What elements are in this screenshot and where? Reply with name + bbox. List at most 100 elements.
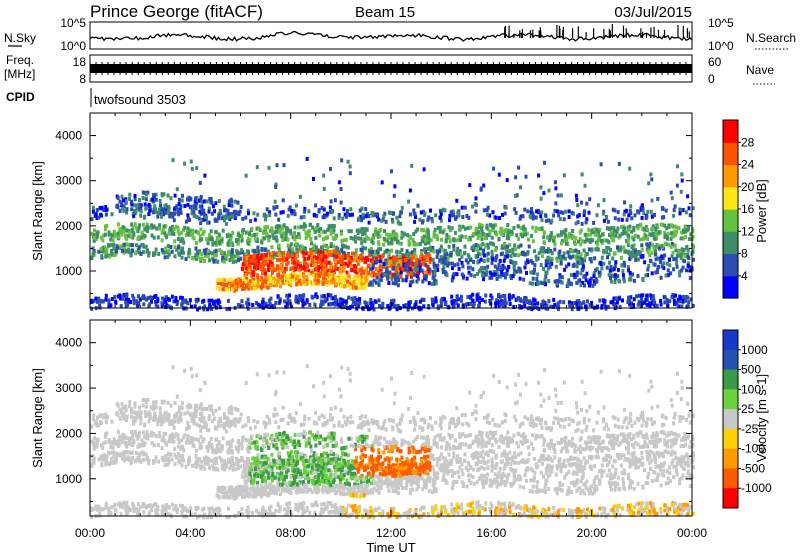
power-cell bbox=[298, 297, 301, 301]
velocity-cell bbox=[501, 436, 504, 440]
power-cell bbox=[423, 228, 426, 232]
power-cell bbox=[322, 282, 325, 286]
power-cell bbox=[129, 300, 132, 304]
power-cell bbox=[210, 201, 213, 205]
power-cell bbox=[219, 305, 222, 309]
power-cell bbox=[533, 249, 536, 253]
power-cell bbox=[334, 250, 337, 254]
power-cell bbox=[322, 237, 325, 241]
power-cell bbox=[561, 281, 564, 285]
power-cell bbox=[392, 281, 395, 285]
velocity-cell bbox=[506, 431, 509, 435]
power-cell bbox=[388, 307, 391, 311]
power-cell bbox=[432, 303, 435, 307]
power-cell bbox=[545, 219, 548, 223]
power-cell bbox=[319, 250, 322, 254]
power-cell bbox=[427, 241, 430, 245]
power-cell bbox=[146, 248, 149, 252]
power-cell bbox=[285, 281, 288, 285]
power-cell bbox=[586, 252, 589, 256]
power-cell bbox=[448, 218, 451, 222]
power-cell bbox=[393, 304, 396, 308]
power-cell bbox=[553, 303, 556, 307]
velocity-cell bbox=[385, 440, 388, 444]
power-cell bbox=[211, 251, 214, 255]
power-cell bbox=[688, 237, 691, 241]
power-cell bbox=[414, 267, 417, 271]
power-cell bbox=[472, 260, 475, 264]
power-cell bbox=[495, 254, 498, 258]
power-cell bbox=[547, 256, 550, 260]
velocity-cell bbox=[202, 439, 205, 443]
velocity-cell bbox=[623, 435, 626, 439]
power-cell bbox=[635, 294, 638, 298]
power-cell bbox=[105, 224, 108, 228]
power-cell bbox=[302, 303, 305, 307]
power-cell bbox=[519, 297, 522, 301]
power-cell bbox=[658, 230, 661, 234]
power-cell bbox=[518, 267, 521, 271]
power-cell bbox=[230, 237, 233, 241]
power-cell bbox=[519, 185, 522, 189]
power-cell bbox=[140, 243, 143, 247]
power-cell bbox=[369, 267, 372, 271]
power-cell bbox=[142, 191, 145, 195]
power-cell bbox=[543, 241, 546, 245]
power-cell bbox=[279, 300, 282, 304]
power-cell bbox=[563, 231, 566, 235]
power-cell bbox=[371, 303, 374, 307]
power-cell bbox=[381, 180, 384, 184]
power-cell bbox=[354, 270, 357, 274]
power-cell bbox=[627, 239, 630, 243]
power-cell bbox=[524, 265, 527, 269]
power-cell bbox=[598, 235, 601, 239]
velocity-cell bbox=[253, 441, 256, 445]
power-cell bbox=[208, 233, 211, 237]
power-cell bbox=[668, 299, 671, 303]
power-cell bbox=[525, 271, 528, 275]
power-cell bbox=[113, 295, 116, 299]
power-cell bbox=[535, 258, 538, 262]
power-cell bbox=[90, 300, 93, 304]
power-cell bbox=[293, 238, 296, 242]
power-cell bbox=[579, 261, 582, 265]
velocity-cell bbox=[584, 440, 587, 444]
power-cell bbox=[360, 282, 363, 286]
power-cell bbox=[261, 301, 264, 305]
power-cell bbox=[357, 281, 360, 285]
nave-tick-top: 60 bbox=[708, 55, 722, 69]
power-cell bbox=[347, 229, 350, 233]
power-cell bbox=[558, 250, 561, 254]
power-cell bbox=[328, 224, 331, 228]
velocity-cell bbox=[565, 449, 568, 453]
power-cell bbox=[287, 214, 290, 218]
power-cell bbox=[490, 276, 493, 280]
power-cell bbox=[667, 243, 670, 247]
power-cell bbox=[505, 250, 508, 254]
power-cell bbox=[433, 250, 436, 254]
power-cell bbox=[538, 251, 541, 255]
power-cell bbox=[353, 264, 356, 268]
velocity-cell bbox=[214, 438, 217, 442]
power-cell bbox=[338, 260, 341, 264]
power-cell bbox=[335, 236, 338, 240]
power-cell bbox=[453, 272, 456, 276]
velocity-cell bbox=[684, 432, 687, 436]
power-cell bbox=[147, 226, 150, 230]
power-cell bbox=[587, 228, 590, 232]
power-cell bbox=[534, 229, 537, 233]
power-cell bbox=[349, 285, 352, 289]
power-cell bbox=[127, 248, 130, 252]
power-cell bbox=[492, 210, 495, 214]
power-cell bbox=[410, 164, 413, 168]
power-cell bbox=[397, 239, 400, 243]
velocity-cell bbox=[350, 444, 353, 448]
power-cell bbox=[276, 163, 279, 167]
power-cell bbox=[628, 167, 631, 171]
velocity-heatmap bbox=[90, 364, 695, 519]
power-cell bbox=[461, 215, 464, 219]
power-cell bbox=[596, 213, 599, 217]
power-cell bbox=[409, 280, 412, 284]
power-cell bbox=[231, 204, 234, 208]
power-cell bbox=[404, 258, 407, 262]
